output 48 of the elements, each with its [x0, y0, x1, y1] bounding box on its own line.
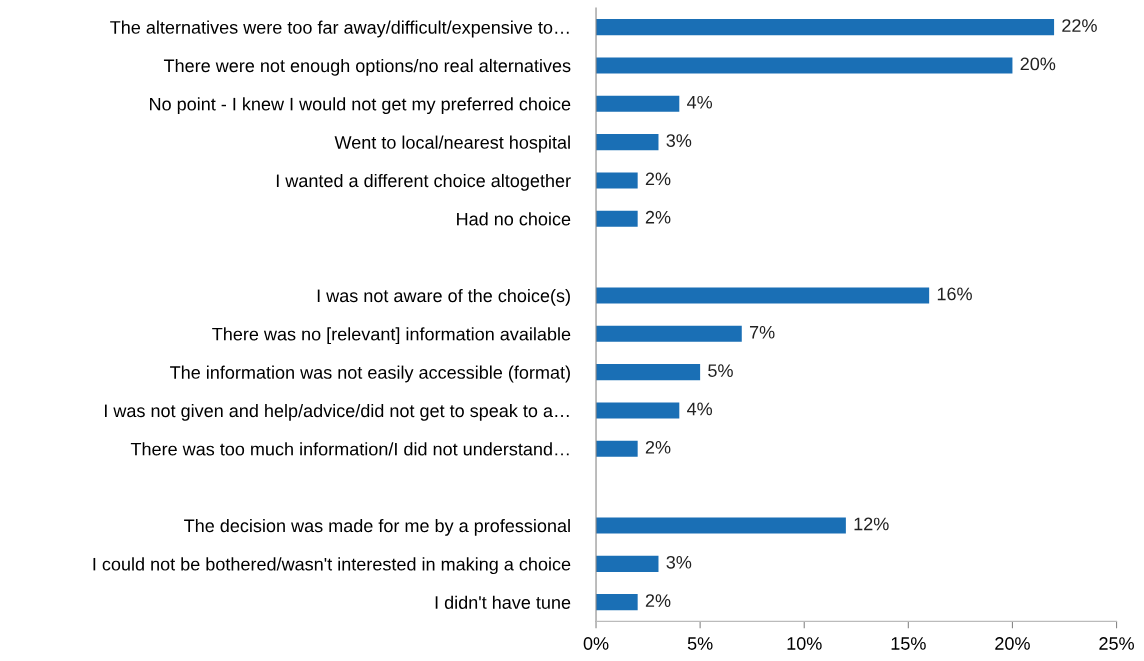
bar	[596, 517, 846, 534]
bar	[596, 287, 930, 304]
data-label: 4%	[687, 402, 713, 416]
bar	[596, 210, 638, 227]
data-label: 16%	[937, 287, 972, 301]
y-tick-label: The alternatives were too far away/difficult/expensive to…	[110, 20, 569, 38]
x-tick-label: 0%	[583, 637, 609, 650]
data-label: 12%	[854, 517, 889, 531]
y-tick-label: Had no choice	[457, 212, 571, 226]
x-tick-label: 25%	[1099, 637, 1134, 650]
data-label: 4%	[687, 95, 713, 109]
x-tick-label: 5%	[687, 637, 713, 650]
x-tick-label: 10%	[787, 637, 822, 650]
y-tick-label: The information was not easily accessible (format)	[170, 365, 570, 383]
y-tick-label: I wanted a different choice altogether	[276, 173, 571, 191]
data-label: 20%	[1020, 57, 1056, 71]
x-tick-label: 20%	[995, 637, 1030, 650]
y-tick-label: There was too much information/I did not understand…	[130, 442, 569, 456]
bar	[596, 364, 701, 381]
data-label: 2%	[645, 594, 671, 607]
bar	[596, 95, 680, 112]
bar	[596, 594, 638, 611]
data-label: 3%	[666, 555, 692, 569]
y-tick-label: I could not be bothered/wasn't interested in making a choice	[93, 557, 571, 575]
y-tick-label: The decision was made for me by a professional	[184, 518, 570, 536]
y-tick-label: Went to local/nearest hospital	[334, 135, 570, 153]
y-tick-label: I was not aware of the choice(s)	[317, 288, 570, 306]
bar	[596, 402, 680, 419]
data-label: 2%	[645, 210, 671, 224]
x-tick-label: 15%	[891, 637, 926, 650]
y-tick-label: There was no [relevant] information available	[212, 327, 571, 345]
bar	[596, 555, 659, 572]
data-label: 5%	[708, 364, 733, 377]
bar	[596, 19, 1055, 36]
bar	[596, 57, 1013, 74]
bar	[596, 172, 638, 189]
y-tick-label: There were not enough options/no real alternatives	[163, 58, 571, 76]
bar	[596, 325, 742, 342]
data-label: 3%	[666, 134, 692, 147]
y-tick-label: I didn't have tune	[435, 595, 571, 609]
data-label: 22%	[1062, 19, 1097, 32]
bar	[596, 440, 638, 457]
data-label: 2%	[645, 440, 671, 454]
data-label: 2%	[645, 172, 671, 186]
data-label: 7%	[749, 325, 775, 339]
bar	[596, 134, 659, 151]
y-tick-label: No point - I knew I would not get my preferred choice	[150, 97, 571, 115]
y-tick-label: I was not given and help/advice/did not get to speak to a…	[104, 403, 569, 421]
